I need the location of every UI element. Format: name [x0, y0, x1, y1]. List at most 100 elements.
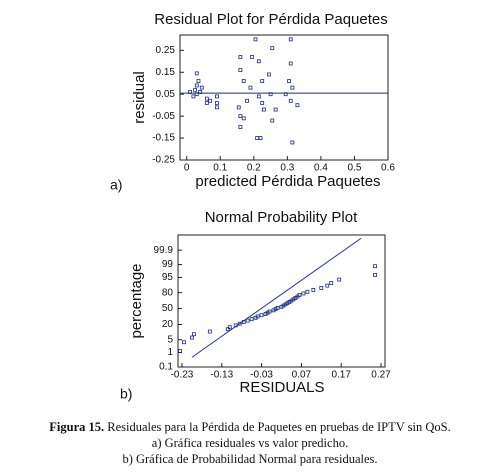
data-point — [270, 118, 275, 123]
y-tick-label: -0.15 — [152, 133, 175, 144]
y-tick-label: 50 — [162, 303, 174, 314]
data-point — [288, 61, 293, 66]
x-tick-label: 0.4 — [314, 163, 328, 174]
caption-line: a) Gráfica residuales vs valor predicho. — [151, 436, 349, 450]
data-point — [260, 79, 265, 83]
data-point — [245, 98, 249, 103]
data-point — [259, 313, 264, 318]
caption-text: Residuales para la Pérdida de Paquetes e… — [107, 420, 451, 434]
x-tick-label: 0.5 — [347, 163, 361, 174]
x-tick-label: -0.03 — [250, 370, 273, 381]
data-point — [273, 107, 278, 112]
data-point — [194, 71, 199, 76]
charts: Residual Plot for Pérdida Paquetes predic… — [110, 11, 395, 402]
panel-label: a) — [110, 177, 122, 193]
data-point — [238, 114, 243, 119]
x-tick-label: -0.23 — [171, 370, 194, 381]
data-point — [236, 105, 241, 110]
data-point — [238, 125, 243, 130]
x-tick-label: 0.07 — [292, 370, 312, 381]
data-point — [283, 92, 288, 97]
y-tick-label: -0.05 — [152, 111, 175, 122]
data-point — [194, 83, 199, 88]
data-point — [225, 327, 230, 332]
data-point — [192, 332, 196, 337]
x-tick-label: 0.1 — [213, 163, 227, 174]
y-tick-label: 1 — [167, 347, 173, 358]
x-tick-label: 0.27 — [371, 370, 391, 381]
data-point — [182, 340, 186, 345]
data-point — [319, 286, 324, 290]
y-tick-label: 0.25 — [156, 45, 176, 56]
x-axis-label: RESIDUALS — [239, 379, 324, 396]
data-point — [258, 136, 263, 140]
data-point — [245, 318, 250, 323]
data-point — [238, 68, 243, 72]
data-point — [261, 107, 266, 112]
data-point — [287, 79, 291, 83]
data-point — [325, 283, 330, 288]
data-point — [194, 92, 199, 97]
y-tick-label: -0.25 — [152, 155, 175, 166]
data-point — [227, 325, 232, 330]
panel-label: b) — [120, 386, 132, 402]
y-tick-label: 0.15 — [156, 67, 176, 78]
data-point — [241, 116, 246, 121]
caption-line: b) Gráfica de Probabilidad Normal para r… — [122, 452, 378, 466]
data-point — [295, 103, 300, 108]
y-tick-label: 99.9 — [154, 245, 174, 256]
data-point — [256, 59, 261, 64]
data-point — [267, 309, 272, 314]
data-point — [199, 85, 204, 90]
data-point — [268, 92, 273, 97]
x-tick-label: 0.2 — [247, 163, 261, 174]
plot-frame — [177, 234, 386, 368]
data-point — [301, 291, 306, 296]
data-point — [215, 105, 219, 110]
data-point — [275, 306, 280, 310]
data-point — [248, 85, 253, 90]
x-tick-label: 0.3 — [280, 163, 294, 174]
data-point — [204, 101, 209, 105]
y-tick-label: 80 — [162, 287, 174, 298]
data-point — [204, 96, 209, 101]
chart-title: Normal Probability Plot — [205, 209, 358, 226]
y-tick-label: 0.05 — [156, 89, 176, 100]
x-tick-label: 0.6 — [381, 163, 395, 174]
data-point — [241, 79, 246, 83]
data-point — [193, 87, 197, 92]
data-point — [191, 94, 196, 99]
x-tick-label: -0.13 — [210, 370, 233, 381]
data-point — [253, 37, 258, 42]
data-point — [198, 90, 203, 94]
data-point — [329, 281, 334, 285]
data-point — [208, 98, 213, 103]
data-point — [250, 55, 255, 59]
data-point — [178, 349, 182, 353]
data-point — [373, 264, 377, 269]
data-point — [207, 329, 212, 334]
data-point — [241, 320, 246, 324]
data-point — [288, 37, 293, 42]
x-tick-label: 0.17 — [331, 370, 351, 381]
data-point — [215, 101, 219, 105]
x-tick-label: 0 — [184, 163, 190, 174]
y-axis-label: percentage — [128, 263, 145, 338]
data-point — [233, 323, 238, 328]
plot-frame — [179, 34, 389, 161]
data-point — [238, 55, 243, 59]
data-point — [290, 140, 295, 145]
data-point — [255, 314, 260, 319]
y-tick-label: 99 — [162, 259, 174, 270]
data-point — [260, 101, 265, 105]
data-point — [215, 94, 219, 99]
x-axis-label: predicted Pérdida Paquetes — [195, 173, 380, 190]
data-point — [305, 289, 310, 294]
data-point — [237, 321, 242, 326]
data-point — [190, 335, 194, 340]
data-point — [267, 72, 271, 77]
y-axis-label: residual — [131, 71, 148, 124]
caption-line: Figura 15. Residuales para la Pérdida de… — [0, 420, 500, 435]
data-point — [256, 94, 261, 99]
